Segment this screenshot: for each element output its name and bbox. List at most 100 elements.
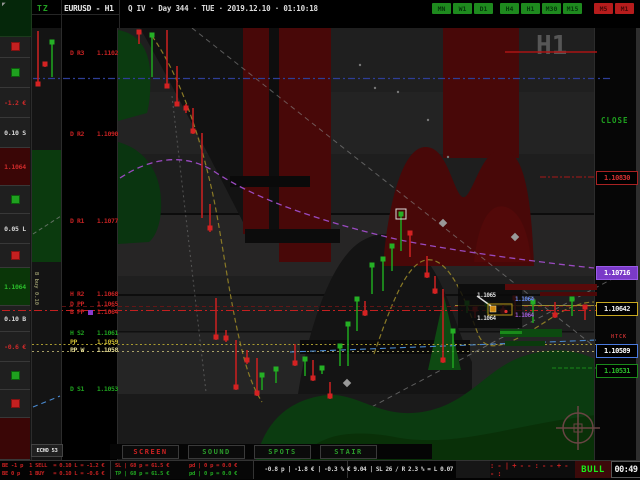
caret-icon: ˆ	[420, 0, 425, 7]
buy-marker	[569, 296, 575, 302]
sidebar-value[interactable]: 0.10 S	[0, 118, 30, 148]
buy-marker	[484, 301, 490, 307]
pivot-value: 1.1102	[96, 49, 118, 57]
tab-screen[interactable]: SCREEN	[122, 445, 179, 459]
red-square-button[interactable]	[0, 244, 30, 268]
red-square-icon	[10, 42, 20, 51]
risk-panel: € 9.04 | SL 26 / R 2.3 % = L 0.07	[344, 461, 457, 478]
green-square-button[interactable]	[0, 186, 30, 214]
moving-average-curves	[32, 28, 615, 429]
dot-marker	[446, 155, 450, 159]
sell-marker	[223, 335, 229, 341]
tab-bar: SCREEN SOUND SPOTS STAIR	[122, 445, 377, 459]
echo-indicator: ECHO 53	[31, 444, 63, 457]
pivot-value: 1.1058	[96, 346, 118, 354]
pivot-labels-column	[62, 28, 118, 460]
timeframe-button-h4[interactable]: H4	[500, 3, 519, 14]
green-square-button[interactable]	[0, 362, 30, 390]
pivot-value: 1.1053	[96, 385, 118, 393]
buy-marker	[319, 365, 325, 371]
top-bar: TZ EURUSD - H1 Q IV · Day 344 · TUE · 20…	[0, 0, 640, 36]
close-label: CLOSE	[601, 116, 629, 125]
timeframe-button-mn[interactable]: MN	[432, 3, 451, 14]
divider	[31, 14, 119, 15]
sl-line: SL | 68 p = 61.5 €	[115, 463, 170, 469]
buy-marker	[337, 343, 343, 349]
pivot-row: PP W 1.1058	[70, 346, 118, 354]
sell-marker	[310, 375, 316, 381]
pivot-label: D R2	[70, 130, 85, 138]
pivot-row: D R3 1.1102	[70, 49, 118, 57]
pd-line-2: pd | 0 p = 0.0 €	[189, 471, 238, 477]
sell-marker	[292, 360, 298, 366]
green-square-button[interactable]	[0, 58, 30, 88]
timeframe-switcher: MN W1 D1 H4 H1 M30 M15 M5 M1	[432, 3, 634, 14]
timeframe-button-d1[interactable]: D1	[474, 3, 493, 14]
timeframe-button-m5[interactable]: M5	[594, 3, 613, 14]
green-square-icon	[10, 195, 20, 204]
sell-marker	[424, 272, 430, 278]
chart-background	[32, 28, 640, 460]
divider	[119, 0, 120, 28]
crosshair-icon	[556, 406, 600, 450]
break-even-panel: BE -1 p 1 SELL = 0.10 L = -1.2 € BE 0 p …	[2, 461, 110, 479]
tab-sound[interactable]: SOUND	[188, 445, 245, 459]
timeframe-button-m1[interactable]: M1	[615, 3, 634, 14]
pivot-value: 1.1065	[96, 300, 118, 308]
timeframe-button-w1[interactable]: W1	[453, 3, 472, 14]
red-square-button[interactable]	[0, 36, 30, 58]
pivot-row: PP 1.1059	[70, 338, 118, 346]
buy-marker	[464, 300, 470, 306]
strip-buy-label: B buy 0.10	[33, 272, 39, 306]
buy-marker	[354, 296, 360, 302]
red-square-icon	[10, 251, 20, 260]
timeframe-button-h1[interactable]: H1	[521, 3, 540, 14]
sidebar-value[interactable]: 0.05 L	[0, 214, 30, 244]
pivot-label: D R1	[70, 217, 85, 225]
sell-marker	[183, 105, 189, 111]
sidebar-value: 1.1064	[0, 148, 30, 186]
trade-panel: -1.2 €0.10 S 1.1064 0.05 L 1.1064 0.10 B -0.6…	[0, 0, 31, 460]
red-square-button[interactable]	[0, 390, 30, 418]
buy-marker	[380, 256, 386, 262]
sell-marker	[207, 225, 213, 231]
buy-marker	[259, 372, 265, 378]
buy-marker	[389, 243, 395, 249]
pivot-label: PP	[70, 338, 78, 346]
chart-corner-button[interactable]: ◤	[0, 0, 32, 37]
sell-marker	[254, 390, 260, 396]
buy-marker	[369, 262, 375, 268]
sidebar-value[interactable]: 0.10 B	[0, 306, 30, 332]
pivot-row: D R1 1.1077	[70, 217, 118, 225]
sidebar-value: 1.1064	[0, 268, 30, 306]
status-gap	[456, 461, 490, 478]
price-note-blue: 1.1064	[515, 296, 534, 303]
buy-marker	[302, 356, 308, 362]
timeframe-watermark: H1	[505, 31, 597, 61]
timeframe-button-m30[interactable]: M30	[542, 3, 561, 14]
sell-marker	[213, 334, 219, 340]
pivot-label: D S1	[70, 385, 85, 393]
price-box-gold: 1.10642	[596, 302, 638, 316]
tab-spots[interactable]: SPOTS	[254, 445, 311, 459]
timeframe-button-m15[interactable]: M15	[563, 3, 582, 14]
pd-line-1: pd | 0 p = 0.0 €	[189, 463, 238, 469]
pivot-row: D S1 1.1053	[70, 385, 118, 393]
price-note-above: 1.1065	[477, 292, 496, 299]
sidebar-value: -1.2 €	[0, 88, 30, 118]
sl-tp-panel: SL | 68 p = 61.5 € TP | 68 p = 61.5 € pd…	[110, 461, 254, 479]
buy-marker	[398, 211, 404, 217]
dot-marker	[358, 63, 362, 67]
sell-marker	[472, 306, 478, 312]
timeframe-gap	[584, 3, 592, 14]
buy-summary: 1 BUY = 0.10 L = -0.6 €	[29, 471, 105, 477]
buy-marker	[149, 32, 155, 38]
sell-marker	[42, 61, 48, 67]
be-buy: BE 0 p	[2, 471, 21, 477]
pivot-value: 1.1090	[96, 130, 118, 138]
tp-line: TP | 68 p = 61.5 €	[115, 471, 170, 477]
pivot-row: H S2 1.1061	[70, 329, 118, 337]
tab-stair[interactable]: STAIR	[320, 445, 377, 459]
status-bar: BE -1 p 1 SELL = 0.10 L = -1.2 € BE 0 p …	[0, 460, 640, 480]
pivot-value: 1.1064	[96, 308, 118, 316]
